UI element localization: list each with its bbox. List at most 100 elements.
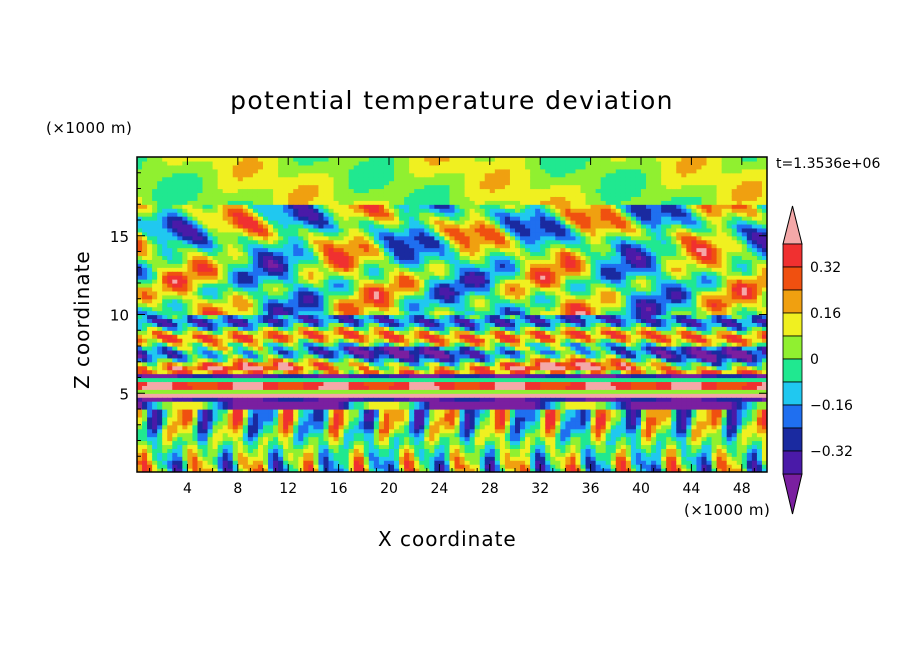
field-cell (419, 326, 425, 331)
field-cell (182, 306, 188, 312)
field-cell (207, 298, 214, 304)
field-cell (333, 365, 340, 371)
field-cell (268, 432, 274, 438)
field-cell (232, 247, 239, 253)
field-cell (298, 432, 304, 438)
field-cell (434, 416, 440, 422)
field-cell (313, 389, 320, 394)
field-cell (197, 302, 204, 308)
field-cell (222, 279, 229, 284)
field-cell (232, 251, 239, 257)
field-cell (247, 204, 254, 209)
field-cell (298, 385, 304, 390)
field-cell (278, 416, 284, 422)
field-cell (152, 377, 158, 383)
field-cell (237, 251, 244, 257)
field-cell (147, 318, 153, 323)
field-cell (187, 412, 194, 418)
field-cell (227, 235, 234, 241)
field-cell (257, 196, 264, 201)
field-cell (338, 255, 345, 260)
field-cell (404, 452, 410, 457)
field-cell (252, 298, 259, 304)
field-cell (409, 420, 415, 426)
field-cell (207, 381, 214, 386)
field-cell (152, 468, 158, 472)
field-cell (368, 251, 375, 257)
field-cell (363, 227, 370, 233)
field-cell (378, 353, 385, 359)
field-cell (268, 409, 274, 414)
field-cell (177, 172, 183, 178)
field-cell (293, 349, 299, 355)
field-cell (227, 204, 234, 209)
field-cell (167, 365, 173, 371)
field-cell (263, 279, 269, 284)
field-cell (152, 283, 158, 288)
field-cell (263, 168, 269, 174)
field-cell (363, 200, 370, 205)
field-cell (162, 412, 168, 418)
field-cell (338, 401, 345, 406)
field-cell (439, 306, 446, 312)
field-cell (147, 279, 153, 284)
field-cell (318, 420, 325, 426)
field-cell (167, 235, 173, 241)
field-cell (288, 456, 294, 461)
field-cell (414, 322, 420, 327)
field-cell (217, 306, 224, 312)
field-cell (293, 168, 299, 174)
field-cell (363, 365, 370, 371)
field-cell (202, 286, 209, 292)
field-cell (232, 353, 239, 359)
field-cell (368, 393, 375, 398)
field-cell (187, 460, 194, 465)
field-cell (147, 200, 153, 205)
field-cell (409, 227, 415, 233)
field-cell (152, 231, 158, 237)
field-cell (263, 294, 269, 300)
field-cell (313, 164, 320, 170)
field-cell (247, 239, 254, 245)
field-cell (227, 157, 234, 162)
field-cell (278, 255, 284, 260)
field-cell (404, 188, 410, 194)
field-cell (444, 420, 451, 426)
field-cell (197, 326, 204, 331)
field-cell (409, 468, 415, 472)
field-cell (237, 448, 244, 453)
field-cell (358, 385, 365, 390)
field-cell (167, 330, 173, 335)
field-cell (278, 263, 284, 268)
field-cell (444, 346, 451, 351)
field-cell (414, 436, 420, 442)
field-cell (404, 460, 410, 465)
field-cell (404, 409, 410, 414)
field-cell (373, 353, 380, 359)
field-cell (333, 243, 340, 249)
field-cell (257, 393, 264, 398)
field-cell (444, 464, 451, 469)
field-cell (429, 361, 435, 367)
field-cell (363, 393, 370, 398)
field-cell (172, 416, 178, 422)
field-cell (424, 196, 430, 201)
field-cell (343, 393, 350, 398)
field-cell (298, 326, 304, 331)
field-cell (303, 377, 309, 383)
field-cell (313, 243, 320, 249)
field-cell (363, 420, 370, 426)
field-cell (288, 334, 294, 339)
field-cell (318, 208, 325, 213)
field-cell (217, 393, 224, 398)
field-cell (368, 353, 375, 359)
field-cell (167, 346, 173, 351)
field-cell (434, 176, 440, 182)
field-cell (242, 334, 249, 339)
field-cell (293, 460, 299, 465)
field-cell (137, 208, 143, 213)
field-cell (363, 318, 370, 323)
field-cell (348, 444, 355, 449)
field-cell (263, 440, 269, 446)
field-cell (333, 302, 340, 308)
